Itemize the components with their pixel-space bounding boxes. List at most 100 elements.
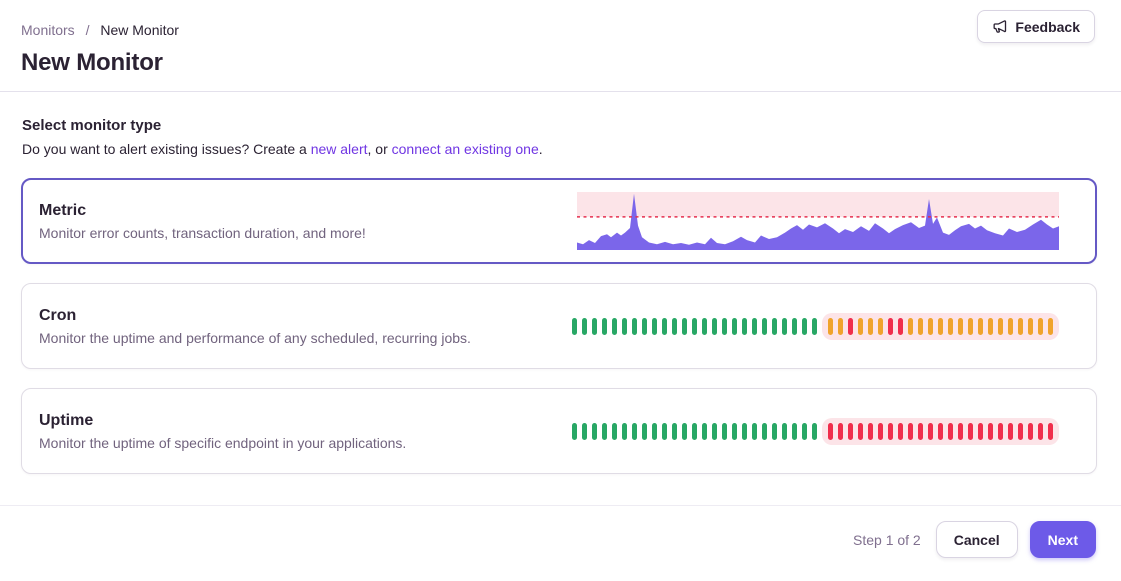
green-checkin-tick	[772, 422, 777, 440]
metric-area-chart-svg	[577, 192, 1059, 250]
uptime-card-text: Uptime Monitor the uptime of specific en…	[39, 412, 406, 451]
green-checkin-tick	[792, 422, 797, 440]
green-checkin-tick	[622, 317, 627, 335]
orange-checkin-tick	[938, 317, 943, 335]
monitor-type-card-metric[interactable]: Metric Monitor error counts, transaction…	[21, 178, 1097, 264]
orange-checkin-tick	[908, 317, 913, 335]
red-checkin-tick	[918, 422, 923, 440]
monitor-type-card-uptime[interactable]: Uptime Monitor the uptime of specific en…	[21, 388, 1097, 474]
red-checkin-tick	[888, 422, 893, 440]
green-checkin-tick	[752, 317, 757, 335]
breadcrumb-separator: /	[85, 22, 90, 38]
green-checkin-tick	[712, 422, 717, 440]
orange-checkin-tick	[978, 317, 983, 335]
metric-card-description: Monitor error counts, transaction durati…	[39, 224, 366, 241]
red-checkin-tick	[868, 422, 873, 440]
red-checkin-tick	[948, 422, 953, 440]
green-checkin-tick	[632, 317, 637, 335]
main-content: Select monitor type Do you want to alert…	[0, 117, 1121, 474]
uptime-checks-chart	[572, 417, 1059, 445]
orange-checkin-tick	[998, 317, 1003, 335]
green-checkin-tick	[742, 317, 747, 335]
page-title: New Monitor	[21, 49, 163, 76]
green-checkin-tick	[722, 422, 727, 440]
cron-card-title: Cron	[39, 306, 77, 324]
breadcrumb-current: New Monitor	[100, 22, 179, 38]
metric-area-chart	[577, 192, 1059, 250]
metric-card-title: Metric	[39, 201, 87, 219]
orange-checkin-tick	[868, 317, 873, 335]
red-checkin-tick	[928, 422, 933, 440]
green-checkin-tick	[762, 317, 767, 335]
orange-checkin-tick	[968, 317, 973, 335]
green-checkin-tick	[802, 317, 807, 335]
green-checkin-tick	[662, 317, 667, 335]
orange-checkin-tick	[858, 317, 863, 335]
red-checkin-tick	[1008, 422, 1013, 440]
cancel-button[interactable]: Cancel	[935, 521, 1018, 558]
red-checkin-tick	[878, 422, 883, 440]
new-alert-link[interactable]: new alert	[310, 141, 368, 157]
feedback-button[interactable]: Feedback	[977, 10, 1095, 43]
description-middle: , or	[367, 141, 392, 157]
green-checkin-tick	[742, 422, 747, 440]
metric-card-text: Metric Monitor error counts, transaction…	[39, 202, 366, 241]
green-checkin-tick	[612, 317, 617, 335]
green-checkin-tick	[652, 422, 657, 440]
red-checkin-tick	[838, 422, 843, 440]
incident-window	[822, 312, 1059, 340]
green-checkin-tick	[642, 422, 647, 440]
green-checkin-tick	[652, 317, 657, 335]
green-checkin-tick	[592, 422, 597, 440]
green-checkin-tick	[642, 317, 647, 335]
orange-checkin-tick	[958, 317, 963, 335]
orange-checkin-tick	[878, 317, 883, 335]
step-indicator: Step 1 of 2	[853, 531, 921, 548]
orange-checkin-tick	[1008, 317, 1013, 335]
red-checkin-tick	[898, 317, 903, 335]
description-prefix: Do you want to alert existing issues? Cr…	[22, 141, 311, 157]
uptime-card-title: Uptime	[39, 411, 94, 429]
feedback-label: Feedback	[1015, 18, 1080, 35]
red-checkin-tick	[998, 422, 1003, 440]
connect-existing-alert-link[interactable]: connect an existing one	[391, 141, 539, 157]
green-checkin-tick	[622, 422, 627, 440]
green-checkin-tick	[572, 317, 577, 335]
green-checkin-tick	[592, 317, 597, 335]
orange-checkin-tick	[988, 317, 993, 335]
top-bar: Monitors / New Monitor Feedback	[21, 0, 1095, 43]
threshold-zone	[577, 192, 1059, 217]
green-checkin-tick	[722, 317, 727, 335]
metric-series-area	[577, 193, 1059, 250]
red-checkin-tick	[958, 422, 963, 440]
green-checkin-tick	[582, 422, 587, 440]
green-checkin-tick	[662, 422, 667, 440]
orange-checkin-tick	[1048, 317, 1053, 335]
page-header: Monitors / New Monitor Feedback New Moni…	[0, 0, 1121, 92]
red-checkin-tick	[1038, 422, 1043, 440]
green-checkin-tick	[632, 422, 637, 440]
red-checkin-tick	[908, 422, 913, 440]
red-checkin-tick	[888, 317, 893, 335]
red-checkin-tick	[938, 422, 943, 440]
select-monitor-type-heading: Select monitor type	[22, 117, 162, 134]
red-checkin-tick	[1048, 422, 1053, 440]
green-checkin-tick	[692, 422, 697, 440]
green-checkin-tick	[702, 422, 707, 440]
green-checkin-tick	[792, 317, 797, 335]
green-checkin-tick	[782, 317, 787, 335]
green-checkin-tick	[682, 422, 687, 440]
green-checkin-tick	[672, 422, 677, 440]
red-checkin-tick	[828, 422, 833, 440]
red-checkin-tick	[988, 422, 993, 440]
breadcrumb: Monitors / New Monitor	[21, 10, 179, 40]
green-checkin-tick	[572, 422, 577, 440]
breadcrumb-monitors-link[interactable]: Monitors	[21, 22, 75, 38]
orange-checkin-tick	[1038, 317, 1043, 335]
next-button[interactable]: Next	[1029, 521, 1096, 558]
red-checkin-tick	[978, 422, 983, 440]
monitor-type-card-cron[interactable]: Cron Monitor the uptime and performance …	[21, 283, 1097, 369]
green-checkin-tick	[712, 317, 717, 335]
orange-checkin-tick	[838, 317, 843, 335]
cron-card-description: Monitor the uptime and performance of an…	[39, 329, 471, 346]
